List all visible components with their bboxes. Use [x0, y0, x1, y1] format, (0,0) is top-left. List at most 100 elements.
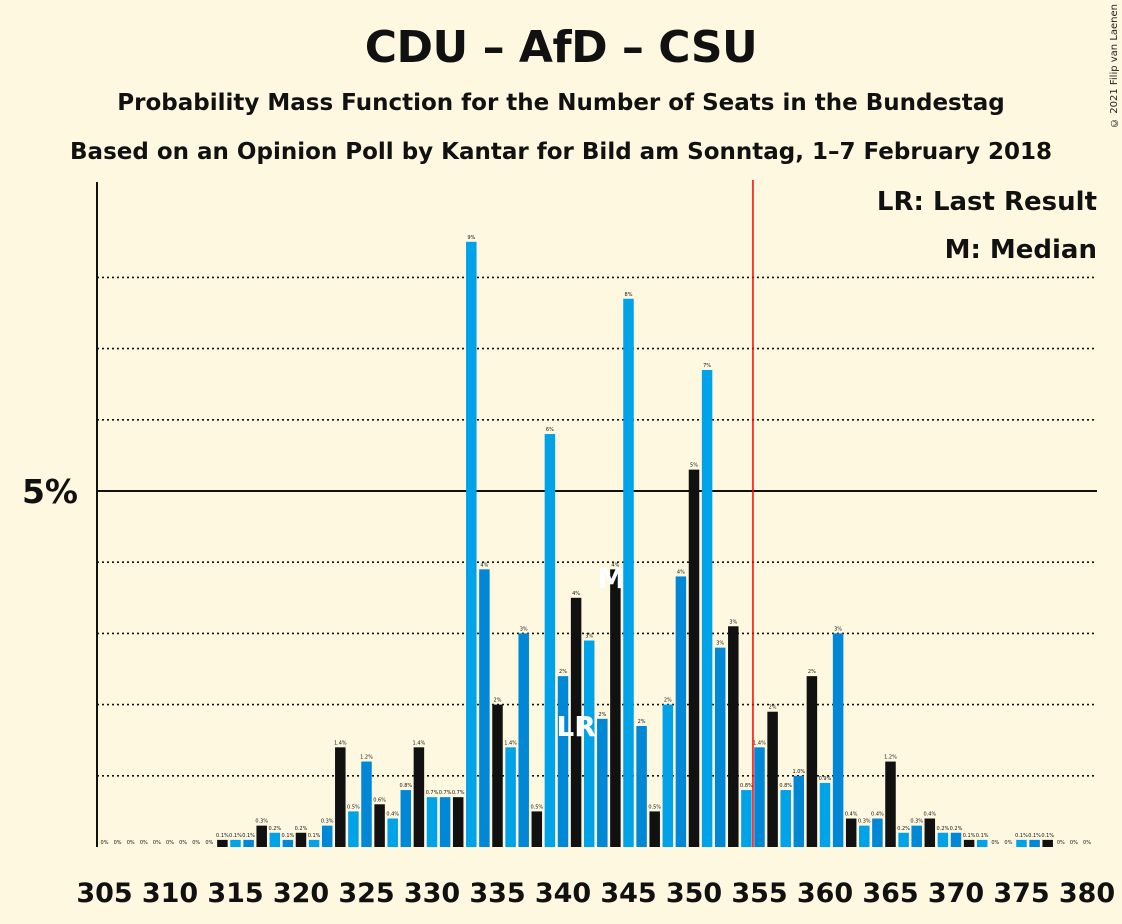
- bar-label-363: 0.3%: [858, 819, 871, 825]
- chart-source-subtitle: Based on an Opinion Poll by Kantar for B…: [70, 139, 1052, 165]
- x-tick-320: 320: [273, 878, 329, 909]
- bar-label-329: 1.4%: [413, 740, 426, 746]
- bar-label-372: 0.1%: [976, 833, 989, 839]
- bar-319: [282, 839, 294, 847]
- chart-subtitle: Probability Mass Function for the Number…: [117, 90, 1005, 116]
- bar-332: [452, 797, 464, 847]
- markers-group: LR M: [556, 180, 754, 847]
- x-tick-315: 315: [207, 878, 263, 909]
- bar-label-333: 9%: [467, 235, 475, 241]
- bar-354: [741, 790, 752, 847]
- bar-label-339: 6%: [546, 427, 554, 433]
- bar-label-364: 0.4%: [871, 812, 884, 818]
- bar-label-371: 0.1%: [963, 833, 976, 839]
- bar-348: [662, 704, 674, 847]
- bar-360: [819, 782, 831, 847]
- bar-label-322: 0.3%: [321, 819, 334, 825]
- bar-341: [570, 597, 582, 847]
- bar-321: [308, 839, 320, 847]
- bar-label-367: 0.3%: [910, 819, 923, 825]
- gridlines: [97, 276, 1097, 777]
- bar-label-325: 1.2%: [360, 755, 373, 761]
- bar-label-330: 0.7%: [426, 790, 439, 796]
- bar-327: [387, 818, 398, 847]
- bar-376: [1029, 839, 1040, 847]
- median-marker: M: [597, 562, 625, 595]
- bar-label-319: 0.1%: [282, 833, 295, 839]
- bar-333: [466, 241, 477, 848]
- bar-330: [426, 797, 438, 847]
- bar-label-375: 0.1%: [1015, 833, 1028, 839]
- bar-363: [859, 825, 870, 847]
- x-tick-330: 330: [404, 878, 460, 909]
- bar-349: [675, 576, 687, 847]
- bar-328: [400, 790, 412, 847]
- y-tick-label: 5%: [22, 472, 78, 511]
- bar-label-356: 2%: [769, 705, 777, 711]
- bar-label-307: 0%: [127, 840, 135, 846]
- bar-label-335: 2%: [494, 698, 502, 704]
- bar-352: [714, 647, 726, 847]
- bar-label-334: 4%: [480, 562, 488, 568]
- bar-label-327: 0.4%: [386, 812, 399, 818]
- bar-375: [1016, 839, 1027, 847]
- x-tick-340: 340: [535, 878, 591, 909]
- bar-label-318: 0.2%: [268, 826, 281, 832]
- bar-370: [950, 832, 962, 847]
- x-tick-355: 355: [731, 878, 787, 909]
- bar-label-348: 2%: [664, 698, 672, 704]
- last-result-marker: LR: [556, 710, 595, 743]
- bar-label-359: 2%: [808, 669, 816, 675]
- bar-367: [911, 825, 922, 847]
- bar-label-332: 0.7%: [452, 790, 465, 796]
- bar-329: [413, 747, 425, 847]
- bar-label-308: 0%: [140, 840, 148, 846]
- bar-label-353: 3%: [729, 619, 737, 625]
- bar-377: [1042, 839, 1053, 847]
- bar-label-351: 7%: [703, 363, 711, 369]
- bar-label-343: 2%: [598, 712, 606, 718]
- bar-label-357: 0.8%: [779, 783, 792, 789]
- bar-368: [924, 818, 936, 847]
- bar-label-370: 0.2%: [950, 826, 963, 832]
- legend-median: M: Median: [945, 235, 1097, 265]
- bar-369: [937, 832, 949, 847]
- bar-351: [701, 369, 713, 847]
- bar-335: [492, 704, 503, 847]
- bar-label-362: 0.4%: [845, 812, 858, 818]
- bar-347: [649, 811, 660, 847]
- bar-label-336: 1.4%: [504, 740, 517, 746]
- bar-label-321: 0.1%: [308, 833, 321, 839]
- x-tick-350: 350: [666, 878, 722, 909]
- bar-label-380: 0%: [1083, 840, 1091, 846]
- x-tick-310: 310: [142, 878, 198, 909]
- bar-label-323: 1.4%: [334, 740, 347, 746]
- x-tick-365: 365: [862, 878, 918, 909]
- bar-label-310: 0%: [166, 840, 174, 846]
- bar-315: [230, 839, 241, 847]
- bar-label-317: 0.3%: [255, 819, 268, 825]
- bar-label-344: 4%: [611, 562, 619, 568]
- bar-label-379: 0%: [1070, 840, 1078, 846]
- bar-label-315: 0.1%: [229, 833, 242, 839]
- bar-324: [348, 811, 359, 847]
- bar-label-361: 3%: [834, 626, 842, 632]
- bars-group: 0% 0% 0% 0% 0% 0% 0% 0% 0%0.1% 0.1% 0.1%0.3%0.2%0.…: [101, 235, 1091, 848]
- bar-label-337: 3%: [520, 626, 528, 632]
- bar-337: [518, 633, 529, 847]
- bar-343: [597, 718, 608, 847]
- bar-label-342: 3%: [585, 634, 593, 640]
- bar-314: [217, 839, 228, 847]
- bar-label-313: 0%: [205, 840, 213, 846]
- bar-325: [361, 761, 372, 847]
- x-tick-375: 375: [993, 878, 1049, 909]
- bar-359: [806, 676, 818, 847]
- bar-label-349: 4%: [677, 569, 685, 575]
- bar-372: [976, 839, 988, 847]
- bar-label-311: 0%: [179, 840, 187, 846]
- bar-label-352: 3%: [716, 641, 724, 647]
- bar-label-354: 0.8%: [740, 783, 753, 789]
- bar-365: [885, 761, 896, 847]
- bar-326: [374, 804, 385, 847]
